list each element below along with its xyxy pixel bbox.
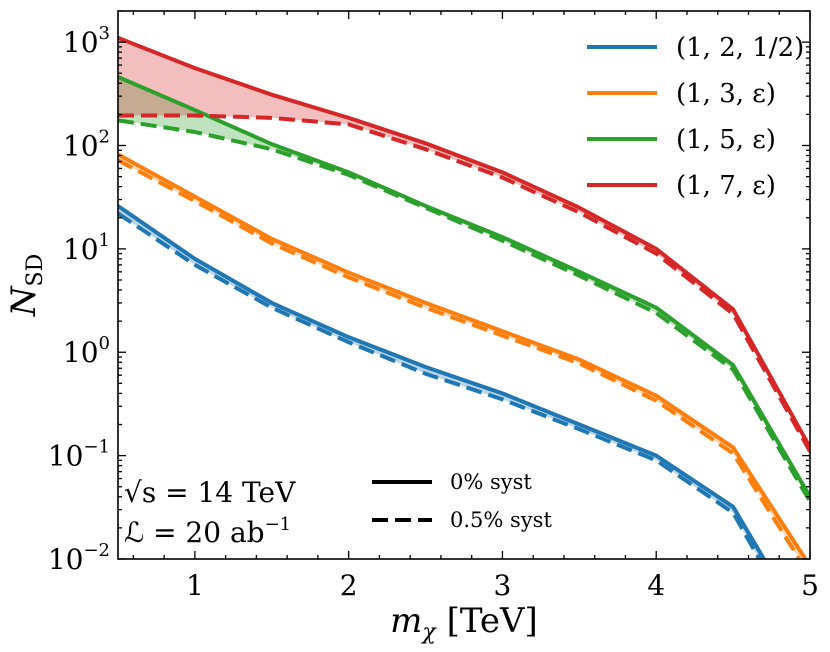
series-line-solid-1-3	[118, 152, 808, 559]
axis-ticks	[118, 10, 811, 560]
y-tick-label: 103	[63, 23, 110, 59]
y-tick-base: 10	[63, 336, 99, 369]
series-lines	[118, 35, 810, 559]
series-line-dashed-1-5	[118, 118, 810, 503]
series-line-solid-1-2-1-2	[118, 204, 766, 559]
style-legend: 0% syst 0.5% syst	[372, 470, 552, 532]
y-axis-label: NSD	[4, 254, 48, 317]
y-tick-base: 10	[48, 543, 84, 576]
y-tick-base: 10	[63, 26, 99, 59]
x-axis-label: mχ [TeV]	[390, 601, 538, 645]
x-tick-label: 3	[494, 569, 512, 602]
y-tick-label: 100	[63, 333, 110, 369]
x-tick-label: 5	[801, 569, 819, 602]
x-tick-label: 2	[340, 569, 358, 602]
y-tick-exponent: −1	[83, 437, 110, 458]
y-tick-base: 10	[63, 233, 99, 266]
legend-label: (1, 5, ε)	[676, 125, 776, 155]
y-tick-label: 102	[63, 126, 110, 162]
y-tick-exponent: 1	[99, 230, 110, 251]
y-tick-label: 10−1	[48, 437, 110, 473]
series-line-dashed-1-3	[118, 158, 801, 559]
legend: (1, 2, 1/2) (1, 3, ε) (1, 5, ε) (1, 7, ε)	[587, 33, 804, 201]
y-tick-base: 10	[63, 129, 99, 162]
y-tick-exponent: −2	[83, 540, 110, 561]
x-tick-label: 1	[186, 569, 204, 602]
band-fill-1-5	[118, 76, 810, 502]
x-tick-labels: 1 2 3 4 5	[186, 569, 819, 602]
lumi-annotation: ℒ = 20 ab−1	[124, 514, 291, 549]
series-line-solid-1-7	[118, 35, 810, 449]
y-tick-exponent: 0	[99, 333, 110, 354]
y-tick-label: 10−2	[48, 540, 110, 576]
energy-annotation: √s = 14 TeV	[124, 476, 296, 509]
legend-label: (1, 7, ε)	[676, 171, 776, 201]
x-tick-label: 4	[647, 569, 665, 602]
style-legend-label: 0% syst	[450, 470, 532, 494]
series-line-solid-1-5	[118, 75, 810, 498]
legend-label: (1, 2, 1/2)	[676, 33, 804, 63]
legend-label: (1, 3, ε)	[676, 79, 776, 109]
y-tick-exponent: 3	[99, 23, 110, 44]
band-fill-1-7	[118, 37, 810, 452]
plot-frame	[117, 10, 811, 560]
y-tick-exponent: 2	[99, 126, 110, 147]
y-tick-base: 10	[48, 440, 84, 473]
y-tick-label: 101	[63, 230, 110, 266]
lumi-label: ℒ = 20 ab	[124, 516, 265, 549]
series-line-dashed-1-7	[118, 113, 810, 453]
lumi-exponent: −1	[265, 514, 292, 535]
style-legend-label: 0.5% syst	[450, 508, 552, 532]
